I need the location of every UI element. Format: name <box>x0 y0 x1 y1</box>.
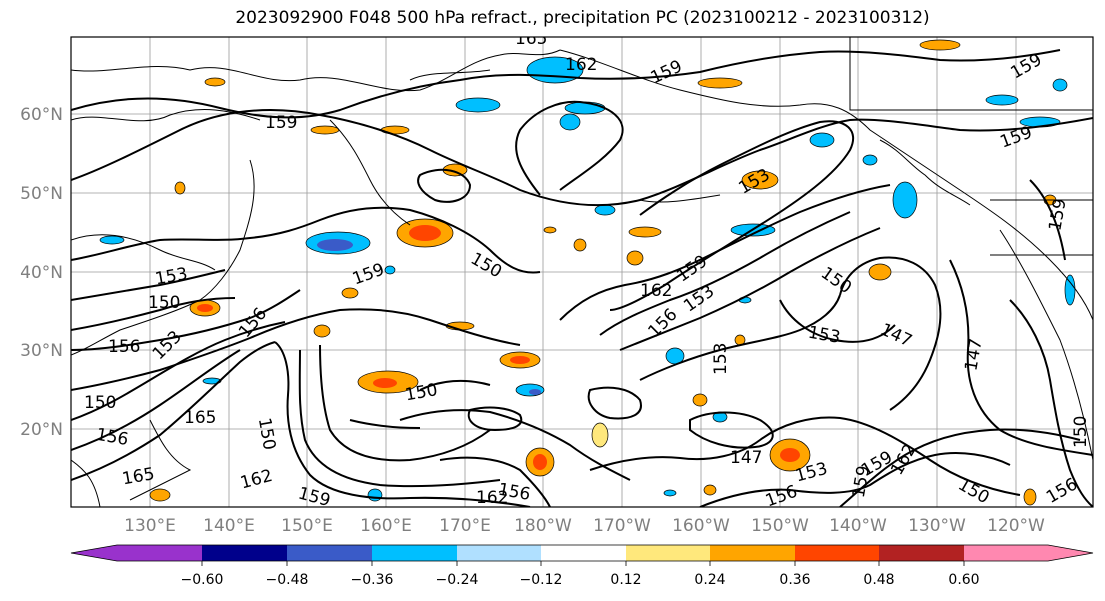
lon-label: 180°W <box>514 516 572 536</box>
colorbar-tick-label: −0.12 <box>520 572 563 588</box>
contour-label: 159 <box>296 483 333 511</box>
lon-label: 150°E <box>281 516 333 536</box>
lon-label: 170°E <box>439 516 491 536</box>
colorbar-tick-label: −0.24 <box>436 572 479 588</box>
colorbar-segment <box>287 545 372 561</box>
colorbar-tick-label: 0.48 <box>863 572 894 588</box>
contour-label: 147 <box>730 448 762 468</box>
figure-title: 2023092900 F048 500 hPa refract., precip… <box>235 8 930 28</box>
lon-label: 160°E <box>360 516 412 536</box>
contour-label: 162 <box>640 281 672 301</box>
colorbar-segment <box>457 545 541 561</box>
lon-label: 130°E <box>124 516 176 536</box>
colorbar-tick-label: −0.48 <box>266 572 309 588</box>
colorbar-segment <box>964 545 1048 561</box>
lat-label: 20°N <box>20 420 63 440</box>
colorbar-tick-label: 0.24 <box>694 572 725 588</box>
colorbar-segment <box>710 545 795 561</box>
contour-label: 162 <box>565 55 597 75</box>
lat-label: 50°N <box>20 184 63 204</box>
lon-label: 130°W <box>908 516 966 536</box>
coastlines <box>71 37 1093 507</box>
lon-label: 140°W <box>829 516 887 536</box>
colorbar-segment <box>71 545 117 561</box>
colorbar-tick-label: 0.12 <box>610 572 641 588</box>
map-frame <box>70 36 1094 508</box>
colorbar-segment <box>879 545 964 561</box>
contour-label: 165 <box>515 29 547 49</box>
contour-label: 165 <box>184 408 216 428</box>
contour-label: 150 <box>1071 416 1091 448</box>
contour-label: 156 <box>108 337 140 357</box>
colorbar-segment <box>202 545 287 561</box>
colorbar-tick-label: −0.36 <box>351 572 394 588</box>
latitude-labels: 60°N 50°N 40°N 30°N 20°N <box>20 105 63 440</box>
contour-label: 150 <box>148 293 180 313</box>
colorbar: −0.60 −0.48 −0.36 −0.24 −0.12 0.12 0.24 … <box>70 544 1094 588</box>
colorbar-segment <box>372 545 457 561</box>
contour-label: 153 <box>711 343 731 375</box>
refractivity-contours <box>71 49 1093 507</box>
colorbar-segment <box>626 545 710 561</box>
contour-label: 150 <box>84 393 116 413</box>
longitude-labels: 130°E 140°E 150°E 160°E 170°E 180°W 170°… <box>124 516 1045 536</box>
lat-label: 40°N <box>20 263 63 283</box>
contour-label: 162 <box>476 488 508 508</box>
colorbar-segment <box>795 545 879 561</box>
colorbar-segment <box>541 545 626 561</box>
contour-label: 159 <box>265 113 297 133</box>
lon-label: 140°E <box>203 516 255 536</box>
colorbar-segment <box>1048 545 1093 561</box>
colorbar-segment <box>117 545 202 561</box>
lon-label: 160°W <box>672 516 730 536</box>
colorbar-tick-label: 0.60 <box>948 572 979 588</box>
lon-label: 120°W <box>987 516 1045 536</box>
lat-label: 60°N <box>20 105 63 125</box>
lat-label: 30°N <box>20 341 63 361</box>
colorbar-ticks: −0.60 −0.48 −0.36 −0.24 −0.12 0.12 0.24 … <box>181 572 980 588</box>
colorbar-tick-label: −0.60 <box>181 572 224 588</box>
lon-label: 170°W <box>593 516 651 536</box>
colorbar-tick-label: 0.36 <box>779 572 810 588</box>
lon-label: 150°W <box>751 516 809 536</box>
